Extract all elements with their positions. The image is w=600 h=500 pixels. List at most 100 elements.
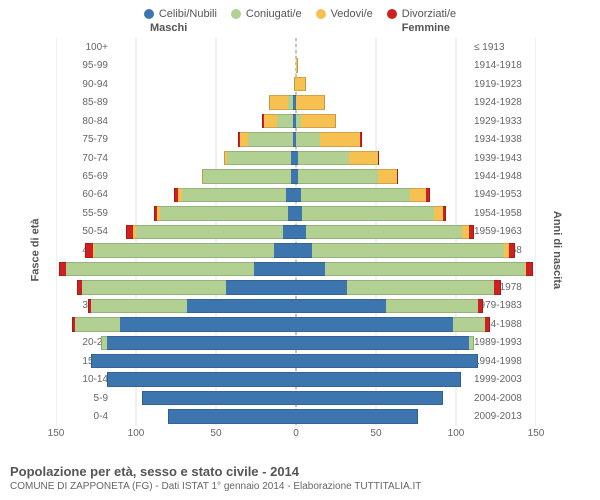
male-bar	[56, 132, 296, 146]
female-bar	[296, 132, 536, 146]
bar-segment	[296, 372, 461, 386]
bar-segment	[306, 225, 463, 239]
bar-segment	[187, 299, 296, 313]
bar-segment	[277, 114, 293, 128]
header-male: Maschi	[150, 22, 187, 34]
bar-segment	[66, 262, 255, 276]
bar-row	[56, 93, 536, 111]
bar-segment	[296, 280, 347, 294]
bar-segment	[274, 243, 296, 257]
female-bar	[296, 151, 536, 165]
bar-row	[56, 352, 536, 370]
x-tick: 50	[210, 428, 221, 439]
bar-segment	[347, 280, 494, 294]
female-bar	[296, 372, 536, 386]
female-bar	[296, 317, 536, 331]
bar-segment	[378, 151, 380, 165]
bar-segment	[75, 317, 120, 331]
legend-label: Vedovi/e	[331, 8, 373, 20]
bar-segment	[301, 114, 336, 128]
bar-row	[56, 204, 536, 222]
bar-segment	[240, 132, 248, 146]
header-female: Femmine	[402, 22, 450, 34]
legend-swatch	[387, 9, 397, 19]
bar-row	[56, 407, 536, 425]
legend: Celibi/Nubili Coniugati/e Vedovi/e Divorzia…	[0, 0, 600, 22]
bar-segment	[469, 225, 474, 239]
bar-segment	[296, 354, 478, 368]
bar-segment	[426, 188, 431, 202]
bar-segment	[301, 188, 410, 202]
bar-row	[56, 186, 536, 204]
x-tick: 150	[528, 428, 545, 439]
bar-segment	[296, 336, 469, 350]
bar-row	[56, 297, 536, 315]
bar-row	[56, 389, 536, 407]
x-tick-labels: 15010050050100150	[56, 428, 536, 442]
bar-segment	[443, 206, 446, 220]
bar-segment	[509, 243, 515, 257]
bar-segment	[296, 391, 443, 405]
bar-row	[56, 278, 536, 296]
bar-segment	[264, 114, 277, 128]
bar-segment	[296, 299, 386, 313]
bar-segment	[283, 225, 296, 239]
bar-segment	[485, 317, 490, 331]
bar-segment	[296, 77, 306, 91]
bar-segment	[254, 262, 296, 276]
bar-segment	[269, 95, 288, 109]
female-bar	[296, 299, 536, 313]
gender-headers: Maschi Femmine	[0, 22, 600, 38]
female-bar	[296, 280, 536, 294]
female-bar	[296, 262, 536, 276]
bar-segment	[296, 58, 298, 72]
bar-segment	[478, 299, 483, 313]
bars	[56, 38, 536, 426]
female-bar	[296, 169, 536, 183]
legend-item: Vedovi/e	[316, 8, 373, 20]
bar-segment	[349, 151, 378, 165]
female-bar	[296, 206, 536, 220]
bar-segment	[227, 151, 291, 165]
chart-container: Celibi/Nubili Coniugati/e Vedovi/e Divorzia…	[0, 0, 600, 500]
female-bar	[296, 336, 536, 350]
x-tick: 50	[370, 428, 381, 439]
bar-segment	[397, 169, 399, 183]
bar-segment	[120, 317, 296, 331]
bar-segment	[107, 336, 296, 350]
chart-title: Popolazione per età, sesso e stato civil…	[10, 464, 590, 479]
bar-segment	[203, 169, 291, 183]
male-bar	[56, 299, 296, 313]
male-bar	[56, 280, 296, 294]
y-axis-label-right: Anni di nascita	[551, 211, 563, 289]
bar-segment	[296, 132, 320, 146]
bar-segment	[168, 409, 296, 423]
bar-segment	[226, 280, 296, 294]
female-bar	[296, 188, 536, 202]
legend-label: Divorziati/e	[402, 8, 456, 20]
male-bar	[56, 243, 296, 257]
bar-segment	[182, 188, 286, 202]
bar-segment	[360, 132, 362, 146]
female-bar	[296, 58, 536, 72]
bar-row	[56, 130, 536, 148]
bar-segment	[107, 372, 296, 386]
bar-segment	[325, 262, 525, 276]
bar-row	[56, 167, 536, 185]
legend-label: Coniugati/e	[246, 8, 302, 20]
bar-segment	[296, 409, 418, 423]
female-bar	[296, 354, 536, 368]
x-tick: 100	[128, 428, 145, 439]
female-bar	[296, 391, 536, 405]
bar-row	[56, 370, 536, 388]
legend-item: Celibi/Nubili	[144, 8, 217, 20]
bar-segment	[298, 151, 349, 165]
male-bar	[56, 77, 296, 91]
female-bar	[296, 77, 536, 91]
bar-segment	[248, 132, 293, 146]
x-tick: 100	[448, 428, 465, 439]
male-bar	[56, 225, 296, 239]
female-bar	[296, 114, 536, 128]
bar-segment	[386, 299, 479, 313]
male-bar	[56, 95, 296, 109]
